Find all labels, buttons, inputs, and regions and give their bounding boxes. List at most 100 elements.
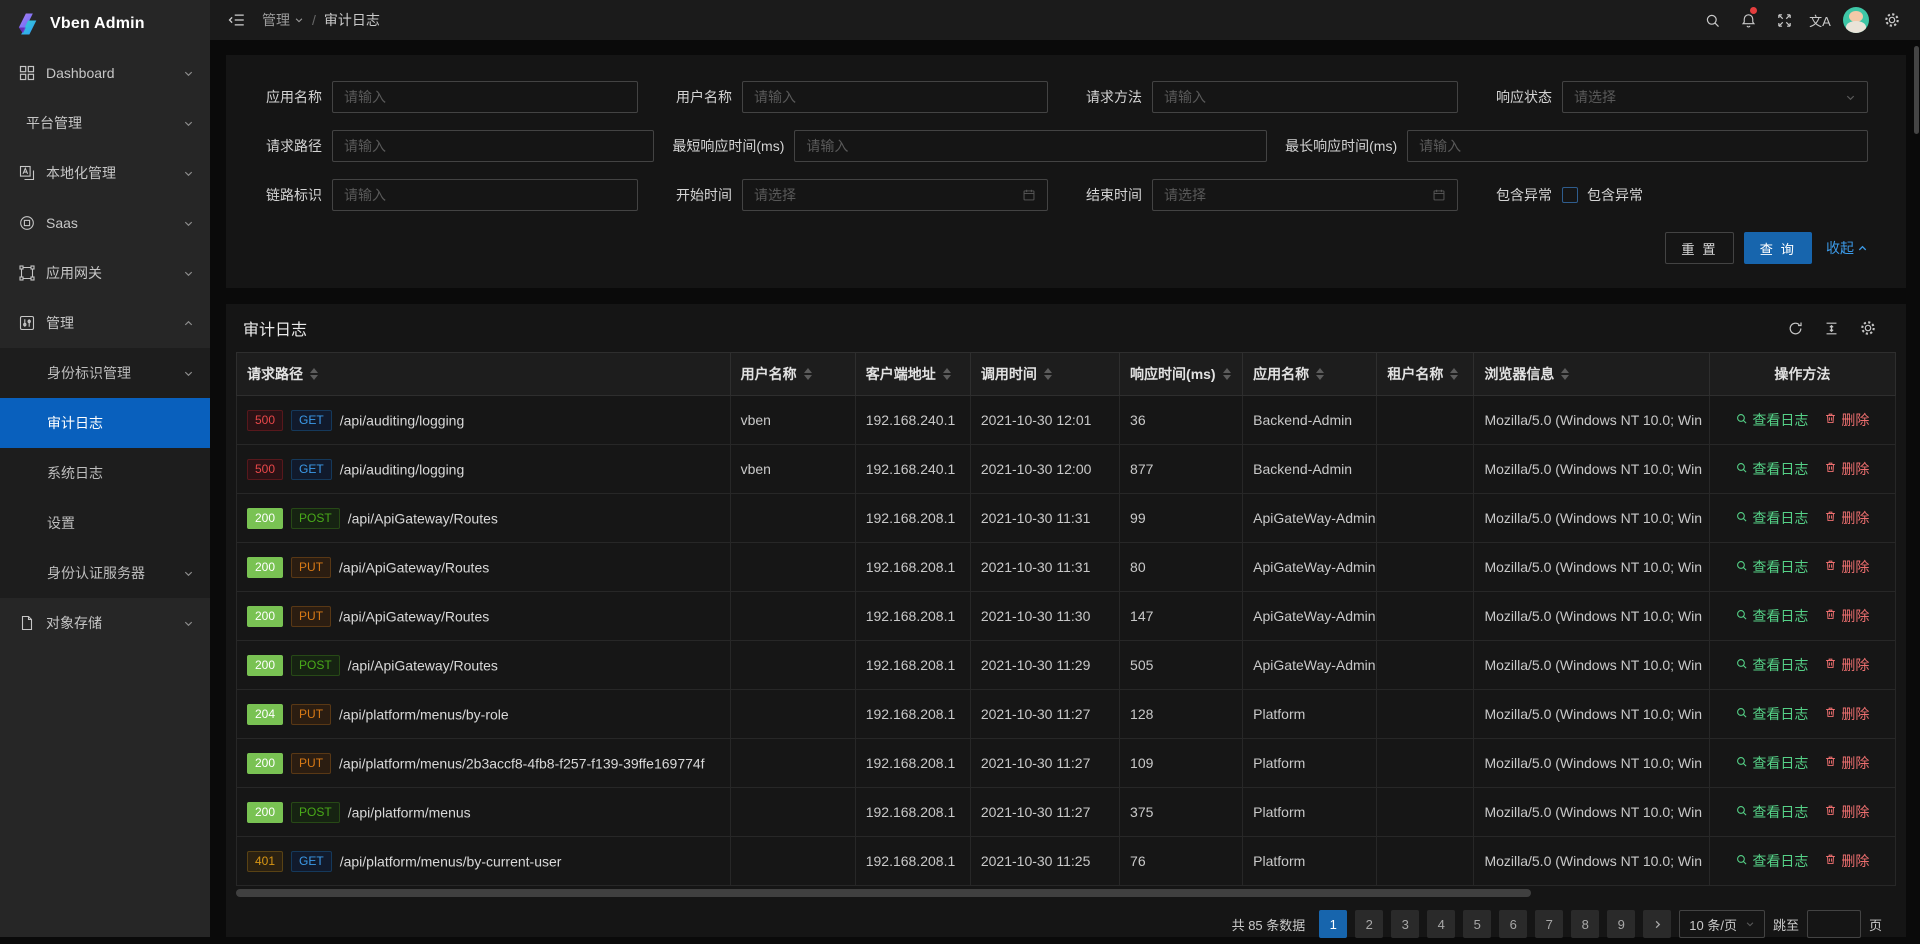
filter-field-start-time: 开始时间 请选择 bbox=[656, 179, 1066, 211]
refresh-icon[interactable] bbox=[1787, 320, 1804, 337]
placeholder-text: 请选择 bbox=[754, 187, 796, 203]
min-response-time-input[interactable]: 请输入 bbox=[794, 130, 1268, 162]
column-settings-gear-icon[interactable] bbox=[1859, 319, 1877, 337]
sort-carets-icon[interactable] bbox=[803, 368, 812, 380]
breadcrumb-parent[interactable]: 管理 bbox=[262, 10, 304, 30]
settings-gear-icon[interactable] bbox=[1874, 0, 1910, 40]
horizontal-scrollbar-thumb[interactable] bbox=[236, 889, 1531, 897]
view-log-button[interactable]: 查看日志 bbox=[1735, 459, 1808, 479]
field-label: 最长响应时间(ms) bbox=[1285, 138, 1398, 154]
sidebar-item-settings[interactable]: 设置 bbox=[0, 498, 210, 548]
search-button[interactable]: 查 询 bbox=[1743, 232, 1812, 264]
delete-button[interactable]: 删除 bbox=[1824, 851, 1869, 871]
sidebar-item-manage[interactable]: 管理 bbox=[0, 298, 210, 348]
delete-button[interactable]: 删除 bbox=[1824, 802, 1869, 822]
reset-button[interactable]: 重 置 bbox=[1665, 232, 1734, 264]
page-button-1[interactable]: 1 bbox=[1319, 910, 1348, 938]
view-log-button[interactable]: 查看日志 bbox=[1735, 704, 1808, 724]
page-button-6[interactable]: 6 bbox=[1499, 910, 1528, 938]
sort-carets-icon[interactable] bbox=[1316, 368, 1325, 380]
view-log-button[interactable]: 查看日志 bbox=[1735, 655, 1808, 675]
user-name-input[interactable]: 请输入 bbox=[742, 81, 1048, 113]
sidebar-item-label: 系统日志 bbox=[47, 465, 103, 481]
column-header-4[interactable]: 调用时间 bbox=[969, 352, 1121, 396]
page-button-9[interactable]: 9 bbox=[1607, 910, 1636, 938]
sort-carets-icon[interactable] bbox=[1222, 368, 1231, 380]
delete-button[interactable]: 删除 bbox=[1824, 753, 1869, 773]
vertical-scrollbar-thumb[interactable] bbox=[1914, 46, 1919, 134]
response-status-select[interactable]: 请选择 bbox=[1562, 81, 1868, 113]
search-icon[interactable] bbox=[1694, 0, 1730, 40]
cell-browser: Mozilla/5.0 (Windows NT 10.0; Win bbox=[1473, 493, 1710, 543]
sidebar-item-platform[interactable]: 平台管理 bbox=[0, 98, 210, 148]
fullscreen-icon[interactable] bbox=[1766, 0, 1802, 40]
row-height-icon[interactable] bbox=[1823, 320, 1840, 337]
collapse-link[interactable]: 收起 bbox=[1826, 238, 1868, 258]
menu-fold-icon[interactable] bbox=[222, 0, 252, 40]
column-header-6[interactable]: 应用名称 bbox=[1242, 352, 1378, 396]
view-log-label: 查看日志 bbox=[1752, 461, 1809, 477]
view-log-button[interactable]: 查看日志 bbox=[1735, 557, 1808, 577]
page-jump-input[interactable] bbox=[1806, 910, 1861, 938]
chevron-down-icon bbox=[183, 618, 194, 629]
column-header-1[interactable]: 请求路径 bbox=[236, 352, 731, 396]
sidebar-item-audit-log[interactable]: 审计日志 bbox=[0, 398, 210, 448]
translate-icon[interactable]: 文A bbox=[1809, 13, 1831, 29]
delete-button[interactable]: 删除 bbox=[1824, 557, 1869, 577]
page-button-5[interactable]: 5 bbox=[1463, 910, 1492, 938]
column-header-2[interactable]: 用户名称 bbox=[729, 352, 856, 396]
view-log-button[interactable]: 查看日志 bbox=[1735, 606, 1808, 626]
has-exception-checkbox[interactable] bbox=[1562, 187, 1578, 203]
magnifier-icon bbox=[1735, 559, 1748, 575]
delete-button[interactable]: 删除 bbox=[1824, 459, 1869, 479]
next-page-button[interactable] bbox=[1643, 910, 1672, 938]
request-method-input[interactable]: 请输入 bbox=[1152, 81, 1458, 113]
sidebar-item-localization[interactable]: 本地化管理 bbox=[0, 148, 210, 198]
page-button-8[interactable]: 8 bbox=[1571, 910, 1600, 938]
column-header-3[interactable]: 客户端地址 bbox=[854, 352, 971, 396]
bell-icon[interactable] bbox=[1730, 0, 1766, 40]
view-log-button[interactable]: 查看日志 bbox=[1735, 753, 1808, 773]
trace-id-input[interactable]: 请输入 bbox=[332, 179, 638, 211]
avatar[interactable] bbox=[1838, 0, 1874, 40]
page-button-7[interactable]: 7 bbox=[1535, 910, 1564, 938]
sidebar-item-identity[interactable]: 身份标识管理 bbox=[0, 348, 210, 398]
delete-button[interactable]: 删除 bbox=[1824, 410, 1869, 430]
sort-carets-icon[interactable] bbox=[1561, 368, 1570, 380]
end-time-date[interactable]: 请选择 bbox=[1152, 179, 1458, 211]
sidebar-item-dashboard[interactable]: Dashboard bbox=[0, 48, 210, 98]
view-log-button[interactable]: 查看日志 bbox=[1735, 410, 1808, 430]
table-tools bbox=[1787, 319, 1889, 337]
sidebar-item-object-storage[interactable]: 对象存储 bbox=[0, 598, 210, 648]
request-path-input[interactable]: 请输入 bbox=[332, 130, 655, 162]
column-header-8[interactable]: 浏览器信息 bbox=[1473, 352, 1710, 396]
view-log-button[interactable]: 查看日志 bbox=[1735, 802, 1808, 822]
view-log-button[interactable]: 查看日志 bbox=[1735, 508, 1808, 528]
sidebar-item-system-log[interactable]: 系统日志 bbox=[0, 448, 210, 498]
page-size-select[interactable]: 10 条/页 bbox=[1679, 910, 1765, 938]
sidebar-item-gateway[interactable]: 应用网关 bbox=[0, 248, 210, 298]
logo-row[interactable]: Vben Admin bbox=[0, 0, 210, 48]
sort-carets-icon[interactable] bbox=[1450, 368, 1459, 380]
app-name-input[interactable]: 请输入 bbox=[332, 81, 638, 113]
column-header-5[interactable]: 响应时间(ms) bbox=[1119, 352, 1244, 396]
page-button-2[interactable]: 2 bbox=[1355, 910, 1384, 938]
start-time-date[interactable]: 请选择 bbox=[742, 179, 1048, 211]
sidebar-item-saas[interactable]: Saas bbox=[0, 198, 210, 248]
delete-button[interactable]: 删除 bbox=[1824, 606, 1869, 626]
sort-carets-icon[interactable] bbox=[942, 368, 951, 380]
chevron-down-icon bbox=[183, 218, 194, 229]
column-header-7[interactable]: 租户名称 bbox=[1376, 352, 1475, 396]
page-button-4[interactable]: 4 bbox=[1427, 910, 1456, 938]
view-log-button[interactable]: 查看日志 bbox=[1735, 851, 1808, 871]
sidebar-item-auth-server[interactable]: 身份认证服务器 bbox=[0, 548, 210, 598]
page-button-3[interactable]: 3 bbox=[1391, 910, 1420, 938]
delete-button[interactable]: 删除 bbox=[1824, 508, 1869, 528]
delete-label: 删除 bbox=[1841, 412, 1870, 428]
sort-carets-icon[interactable] bbox=[1043, 368, 1052, 380]
delete-button[interactable]: 删除 bbox=[1824, 704, 1869, 724]
max-response-time-input[interactable]: 请输入 bbox=[1407, 130, 1868, 162]
delete-button[interactable]: 删除 bbox=[1824, 655, 1869, 675]
sort-carets-icon[interactable] bbox=[310, 368, 318, 380]
